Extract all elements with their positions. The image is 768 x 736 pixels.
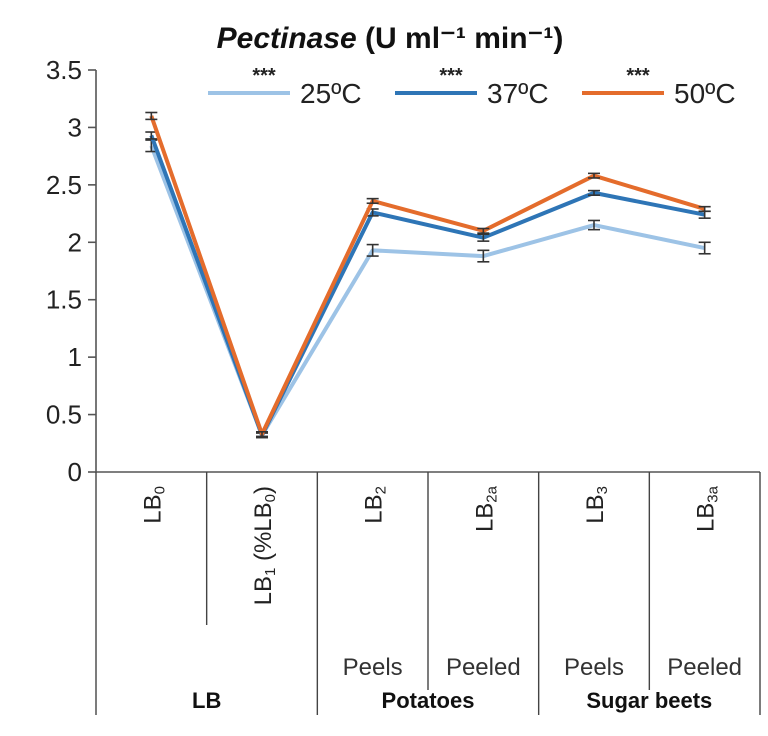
- chart-title: Pectinase (U ml⁻¹ min⁻¹): [217, 22, 564, 55]
- series-line: [149, 145, 706, 438]
- legend-significance: ***: [626, 65, 650, 87]
- category-label: LB0: [139, 486, 168, 524]
- legend-significance: ***: [252, 65, 276, 87]
- group-label: LB: [192, 688, 221, 713]
- chart-title-italic: Pectinase: [217, 22, 357, 55]
- sub-category-label: Peeled: [446, 654, 521, 681]
- chart-title-unit: (U ml⁻¹ min⁻¹): [357, 22, 564, 55]
- group-label: Potatoes: [382, 688, 475, 713]
- category-label: LB2: [361, 486, 390, 524]
- y-tick-label: 2: [68, 227, 82, 257]
- y-tick-label: 1.5: [46, 285, 82, 315]
- sub-category-label: Peeled: [667, 654, 742, 681]
- legend-item: *** 50ºC: [582, 65, 736, 109]
- sub-category-label: Peels: [343, 654, 403, 681]
- y-tick-label: 2.5: [46, 170, 82, 200]
- x-axis: LB0 LB1 (%LB0) LB2 LB2a LB3 LB3a Peels Peeled Pe…: [95, 471, 761, 715]
- legend-item: *** 37ºC: [395, 65, 549, 109]
- category-label: LB3a: [693, 485, 722, 532]
- series-layer: [145, 111, 711, 439]
- series-line: [149, 134, 706, 438]
- series-2: [145, 111, 711, 438]
- y-tick-label: 3.5: [46, 55, 82, 85]
- series-line: [149, 115, 706, 437]
- y-tick-label: 0: [68, 457, 82, 487]
- series-1: [145, 131, 711, 439]
- y-tick-label: 1: [68, 342, 82, 372]
- category-label: LB2a: [471, 485, 500, 532]
- category-label: LB3: [582, 486, 611, 524]
- legend-item: *** 25ºC: [208, 65, 362, 109]
- y-tick-label: 0.5: [46, 400, 82, 430]
- legend-label: 37ºC: [487, 78, 549, 109]
- group-label: Sugar beets: [586, 688, 712, 713]
- legend-significance: ***: [439, 65, 463, 87]
- y-tick-label: 3: [68, 112, 82, 142]
- sub-category-label: Peels: [564, 654, 624, 681]
- legend-label: 50ºC: [674, 78, 736, 109]
- category-label: LB1 (%LB0): [250, 486, 279, 605]
- y-axis: 0 0.5 1 1.5 2 2.5 3 3.5: [46, 55, 97, 487]
- legend: *** 25ºC *** 37ºC *** 50ºC: [208, 65, 736, 109]
- legend-label: 25ºC: [300, 78, 362, 109]
